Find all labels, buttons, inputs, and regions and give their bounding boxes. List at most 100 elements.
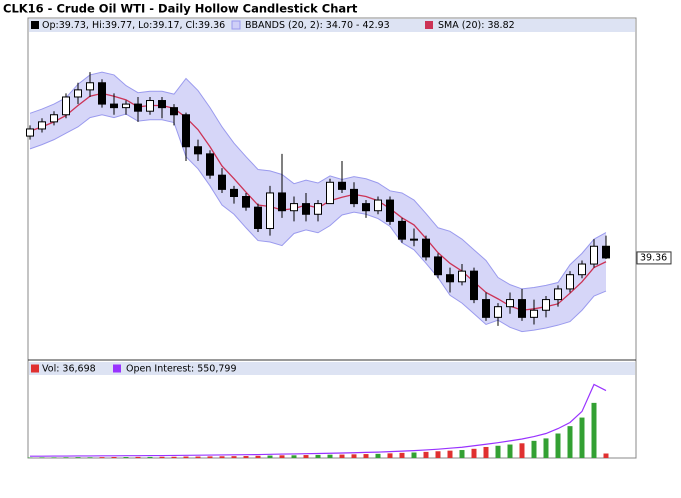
volume-bar	[327, 454, 333, 458]
legend-label: Open Interest: 550,799	[126, 364, 237, 375]
volume-bar	[87, 457, 93, 458]
candle-body	[398, 220, 406, 240]
legend-label: Op:39.73, Hi:39.77, Lo:39.17, Cl:39.36	[42, 20, 225, 31]
candle-body	[338, 181, 346, 190]
candle-body	[26, 128, 34, 137]
candle-body	[314, 203, 322, 215]
candle-body	[170, 107, 178, 116]
volume-bar	[279, 455, 285, 458]
candle-body	[98, 82, 106, 105]
candle-body	[134, 103, 142, 112]
candle-body	[422, 238, 430, 258]
oi-line	[30, 383, 607, 457]
candle-body	[122, 103, 130, 109]
volume-bar	[315, 454, 321, 458]
volume-bar	[207, 456, 213, 458]
candle-body	[362, 203, 370, 212]
candle-body	[518, 299, 526, 318]
volume-bar	[51, 457, 57, 458]
volume-bar	[171, 456, 177, 458]
candle-body	[578, 263, 586, 276]
volume-bar	[495, 445, 501, 458]
volume-bar	[519, 443, 525, 458]
volume-bar	[135, 456, 141, 458]
volume-bar	[231, 456, 237, 458]
volume-bar	[291, 455, 297, 458]
volume-bar	[111, 457, 117, 458]
volume-bar	[147, 456, 153, 458]
volume-bar	[435, 451, 441, 458]
volume-bar	[123, 457, 129, 458]
chart-title: CLK16 - Crude Oil WTI - Daily Hollow Can…	[3, 2, 358, 16]
volume-bar	[243, 456, 249, 458]
volume-bar	[603, 453, 609, 458]
legend-swatch	[113, 364, 121, 373]
candle-body	[74, 89, 82, 98]
legend-swatch	[31, 364, 39, 373]
volume-bar	[567, 426, 573, 458]
volume-bar	[219, 456, 225, 458]
candle-body	[110, 103, 118, 109]
candle-body	[374, 199, 382, 212]
candle-body	[38, 121, 46, 130]
candle-body	[494, 306, 502, 318]
candle-body	[446, 274, 454, 283]
volume-bar	[363, 454, 369, 458]
volume-bar	[399, 452, 405, 458]
candle-body	[410, 238, 418, 241]
volume-bar	[159, 456, 165, 458]
candle-body	[326, 181, 334, 205]
candle-body	[506, 299, 514, 308]
legend-swatch	[231, 20, 241, 30]
candle-body	[278, 192, 286, 212]
candle-body	[470, 270, 478, 301]
candle-body	[290, 203, 298, 212]
legend-swatch	[425, 21, 433, 29]
volume-bar	[39, 457, 45, 458]
volume-bar	[483, 446, 489, 458]
candle-body	[194, 146, 202, 155]
legend-label: SMA (20): 38.82	[438, 20, 515, 31]
legend-label: Vol: 36,698	[42, 364, 96, 375]
volume-bar	[351, 454, 357, 458]
volume-bar	[579, 417, 585, 458]
volume-bar	[183, 456, 189, 458]
legend-bar	[29, 362, 635, 375]
volume-bar	[63, 457, 69, 458]
candle-body	[434, 256, 442, 276]
candle-body	[590, 245, 598, 265]
volume-bar	[591, 402, 597, 458]
candle-body	[458, 270, 466, 283]
candle-body	[554, 288, 562, 301]
volume-bar	[75, 457, 81, 458]
candle-body	[266, 192, 274, 229]
volume-bar	[531, 440, 537, 458]
candle-body	[602, 245, 610, 259]
volume-bar	[471, 448, 477, 458]
candle-body	[182, 114, 190, 148]
candle-body	[566, 274, 574, 290]
candle-body	[50, 114, 58, 123]
volume-bar	[303, 455, 309, 458]
last-price-box	[636, 251, 672, 265]
legend-bar	[29, 19, 635, 32]
candle-body	[350, 188, 358, 205]
volume-bar	[411, 452, 417, 458]
volume-bar	[267, 455, 273, 458]
legend-label: BBANDS (20, 2): 34.70 - 42.93	[245, 20, 390, 31]
volume-bar	[375, 453, 381, 458]
volume-bar	[423, 451, 429, 458]
volume-bar	[195, 456, 201, 458]
volume-bar	[255, 455, 261, 458]
candle-body	[302, 203, 310, 215]
volume-bar	[507, 444, 513, 458]
volume-bar	[555, 433, 561, 458]
volume-bar	[543, 438, 549, 458]
candle-body	[230, 188, 238, 198]
candle-body	[254, 206, 262, 229]
candle-body	[542, 299, 550, 311]
candle-body	[530, 309, 538, 318]
volume-bar	[99, 457, 105, 458]
band-line	[29, 71, 607, 290]
